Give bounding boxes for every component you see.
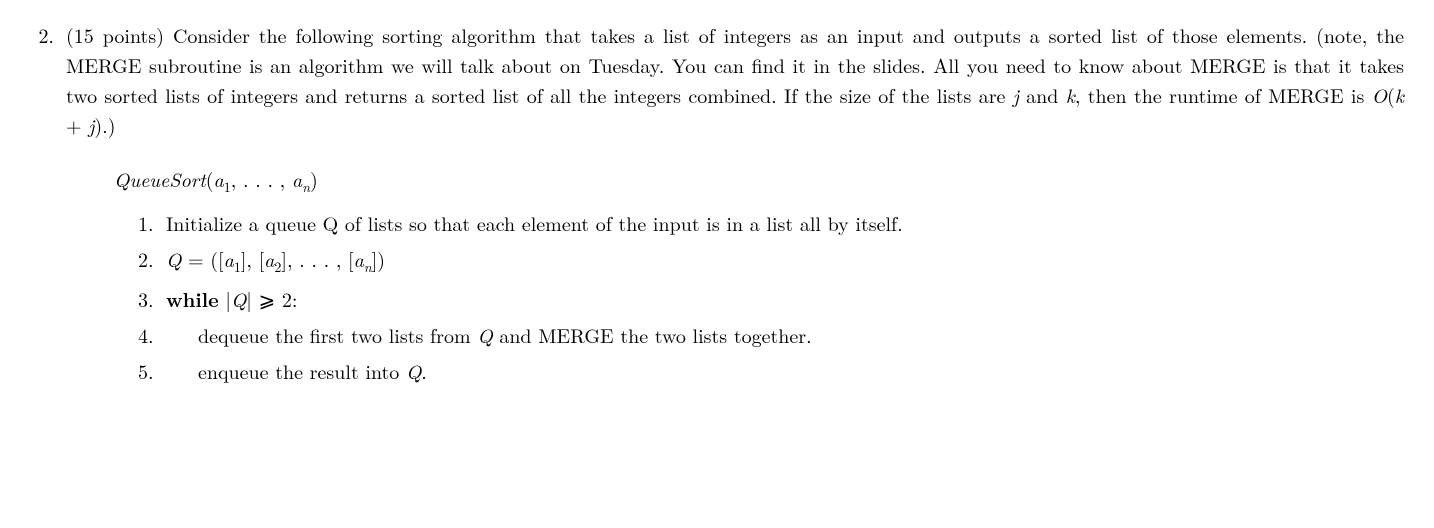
step5-text2: . xyxy=(421,356,427,385)
bigO-open: ( xyxy=(1387,80,1395,109)
algorithm-steps: Initialize a queue Q of lists so that ea… xyxy=(138,208,1404,386)
step2-Q: Q xyxy=(166,244,181,273)
step2-mid1: ], [ xyxy=(241,244,264,273)
step5-text1: enqueue the result into xyxy=(198,356,406,385)
step2-a1: a xyxy=(224,244,234,273)
algo-a1: a xyxy=(214,164,224,193)
algo-args-close: ) xyxy=(310,164,318,193)
step-2: Q = ([a1], [a2], . . . , [an]) xyxy=(138,244,1404,278)
problem-number: 2. xyxy=(30,20,54,392)
step2-open: ([ xyxy=(210,244,223,273)
step3-Q: Q xyxy=(231,284,246,313)
algo-comma: , . . . , xyxy=(231,164,292,193)
step2-eq: = xyxy=(181,244,210,273)
algorithm-block: QueueSort(a1, . . . , an) Initialize a q… xyxy=(114,164,1404,386)
step3-geq: ⩾ 2: xyxy=(252,284,298,313)
bigO: O xyxy=(1372,80,1387,109)
step-1: Initialize a queue Q of lists so that ea… xyxy=(138,208,1404,238)
algo-subn: n xyxy=(302,177,310,197)
problem-text-3: , then the runtime of MERGE is xyxy=(1075,80,1372,109)
algo-args-open: ( xyxy=(206,164,214,193)
var-k: k xyxy=(1066,80,1075,109)
step2-close: ]) xyxy=(372,244,385,273)
step4-text2: and MERGE the two lists together. xyxy=(493,320,812,349)
points-label: (15 points) xyxy=(66,20,164,49)
bigO-plus: + xyxy=(66,110,88,139)
algo-sub1: 1 xyxy=(224,177,231,197)
step4-text1: dequeue the first two lists from xyxy=(198,320,477,349)
problem-container: 2. (15 points) Consider the following so… xyxy=(30,20,1404,392)
problem-text-4: .) xyxy=(102,110,115,139)
bigO-k: k xyxy=(1395,80,1404,109)
algo-name: QueueSort xyxy=(114,164,206,193)
algo-an: a xyxy=(292,164,302,193)
bigO-close: ) xyxy=(94,110,102,139)
step2-subn: n xyxy=(364,257,372,277)
step-5: enqueue the result into Q. xyxy=(138,356,1404,386)
step-3: while |Q| ⩾ 2: xyxy=(138,284,1404,314)
problem-text-2: and xyxy=(1019,80,1066,109)
step3-while: while xyxy=(166,284,219,313)
algorithm-title: QueueSort(a1, . . . , an) xyxy=(114,164,1404,198)
problem-text: (15 points) Consider the following sorti… xyxy=(66,20,1404,140)
step2-sub1: 1 xyxy=(234,257,241,277)
step4-Q: Q xyxy=(477,320,492,349)
step-4: dequeue the first two lists from Q and M… xyxy=(138,320,1404,350)
step5-Q: Q xyxy=(406,356,421,385)
step-1-text: Initialize a queue Q of lists so that ea… xyxy=(166,208,903,237)
step2-an: a xyxy=(354,244,364,273)
step2-mid2: ], . . . , [ xyxy=(281,244,353,273)
step2-a2: a xyxy=(264,244,274,273)
problem-body: (15 points) Consider the following sorti… xyxy=(66,20,1404,392)
